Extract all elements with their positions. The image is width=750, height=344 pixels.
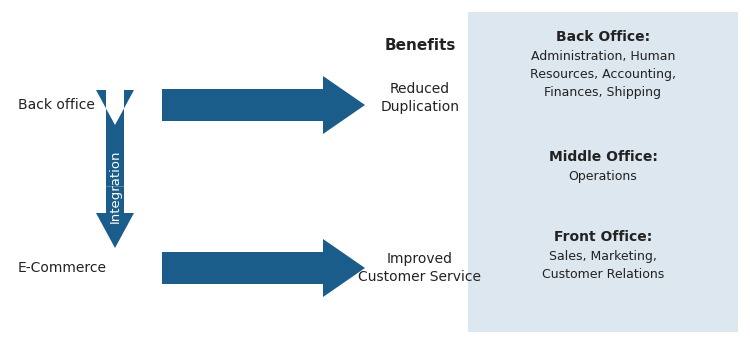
Text: Benefits: Benefits bbox=[384, 38, 456, 53]
Text: Reduced
Duplication: Reduced Duplication bbox=[380, 82, 460, 115]
Polygon shape bbox=[162, 239, 365, 297]
Text: E-Commerce: E-Commerce bbox=[18, 261, 107, 275]
Text: Sales, Marketing,
Customer Relations: Sales, Marketing, Customer Relations bbox=[542, 250, 664, 281]
Text: Integration: Integration bbox=[109, 150, 122, 223]
Text: Administration, Human
Resources, Accounting,
Finances, Shipping: Administration, Human Resources, Account… bbox=[530, 50, 676, 99]
Text: Middle Office:: Middle Office: bbox=[548, 150, 658, 164]
Polygon shape bbox=[96, 186, 134, 248]
Polygon shape bbox=[96, 90, 134, 186]
FancyBboxPatch shape bbox=[468, 12, 738, 332]
Polygon shape bbox=[162, 76, 365, 134]
Text: Back Office:: Back Office: bbox=[556, 30, 650, 44]
Text: Back office: Back office bbox=[18, 98, 94, 112]
Text: Front Office:: Front Office: bbox=[554, 230, 652, 244]
Text: Operations: Operations bbox=[568, 170, 638, 183]
Text: Improved
Customer Service: Improved Customer Service bbox=[358, 252, 482, 284]
